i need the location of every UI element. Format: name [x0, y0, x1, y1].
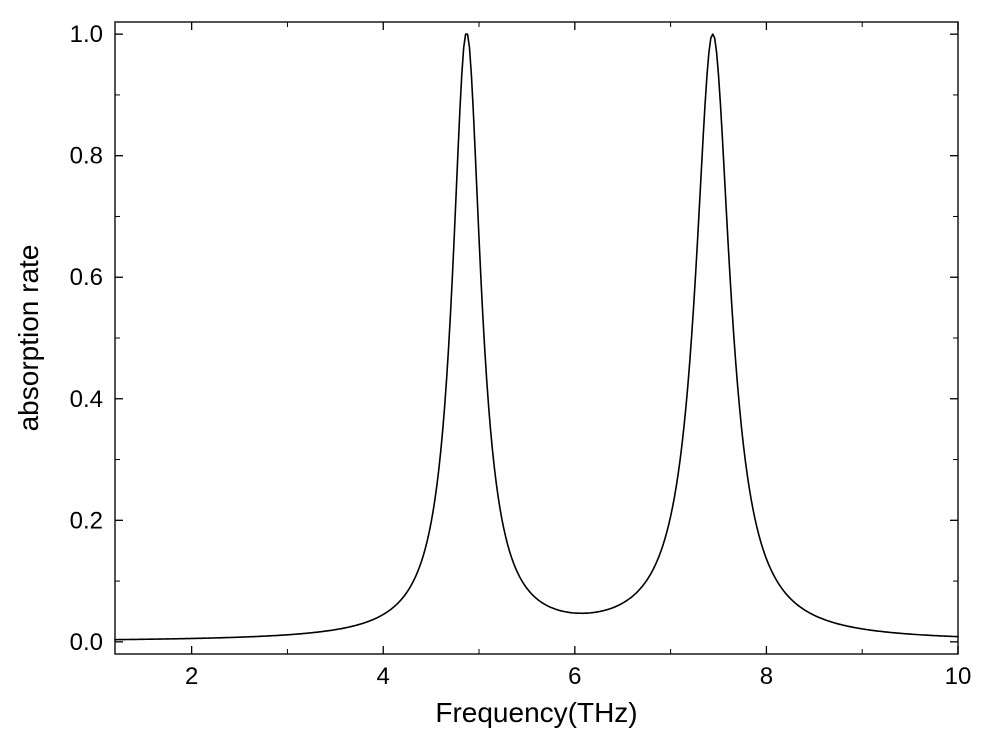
y-tick-label: 0.2: [70, 507, 103, 534]
y-tick-label: 0.8: [70, 143, 103, 170]
chart-background: [0, 0, 1000, 753]
y-axis-label: absorption rate: [13, 245, 44, 432]
x-tick-label: 2: [185, 663, 198, 690]
y-tick-label: 0.0: [70, 629, 103, 656]
y-tick-label: 1.0: [70, 21, 103, 48]
y-tick-label: 0.4: [70, 386, 103, 413]
chart-svg: 2 4 6 8 10 0.0 0.2 0.4 0.6 0.8 1.0 Frequency(THz) ab…: [0, 0, 1000, 753]
x-axis-label: Frequency(THz): [435, 697, 637, 728]
x-tick-label: 4: [377, 663, 390, 690]
x-tick-label: 6: [568, 663, 581, 690]
y-tick-label: 0.6: [70, 264, 103, 291]
line-chart: 2 4 6 8 10 0.0 0.2 0.4 0.6 0.8 1.0 Frequency(THz) ab…: [0, 0, 1000, 753]
x-tick-label: 10: [945, 663, 972, 690]
x-tick-label: 8: [760, 663, 773, 690]
